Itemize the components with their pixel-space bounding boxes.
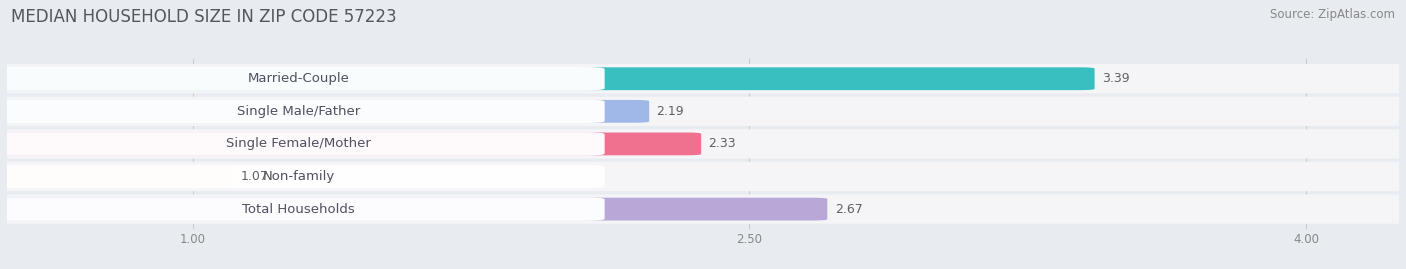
Text: Non-family: Non-family [263, 170, 335, 183]
FancyBboxPatch shape [0, 67, 605, 90]
Text: 2.67: 2.67 [835, 203, 862, 215]
FancyBboxPatch shape [0, 129, 1406, 159]
FancyBboxPatch shape [0, 97, 1406, 126]
FancyBboxPatch shape [0, 165, 233, 188]
Text: Single Male/Father: Single Male/Father [236, 105, 360, 118]
Text: 3.39: 3.39 [1102, 72, 1129, 85]
Text: MEDIAN HOUSEHOLD SIZE IN ZIP CODE 57223: MEDIAN HOUSEHOLD SIZE IN ZIP CODE 57223 [11, 8, 396, 26]
FancyBboxPatch shape [0, 100, 650, 123]
Text: Source: ZipAtlas.com: Source: ZipAtlas.com [1270, 8, 1395, 21]
FancyBboxPatch shape [0, 162, 1406, 191]
FancyBboxPatch shape [0, 165, 605, 188]
FancyBboxPatch shape [0, 132, 605, 156]
FancyBboxPatch shape [0, 67, 1095, 90]
FancyBboxPatch shape [0, 133, 702, 155]
Text: 2.19: 2.19 [657, 105, 685, 118]
FancyBboxPatch shape [0, 64, 1406, 93]
Text: 2.33: 2.33 [709, 137, 737, 150]
FancyBboxPatch shape [0, 194, 1406, 224]
FancyBboxPatch shape [0, 100, 605, 123]
Text: Single Female/Mother: Single Female/Mother [226, 137, 371, 150]
Text: 1.07: 1.07 [240, 170, 269, 183]
Text: Married-Couple: Married-Couple [247, 72, 349, 85]
FancyBboxPatch shape [0, 198, 827, 221]
FancyBboxPatch shape [0, 197, 605, 221]
Text: Total Households: Total Households [242, 203, 354, 215]
